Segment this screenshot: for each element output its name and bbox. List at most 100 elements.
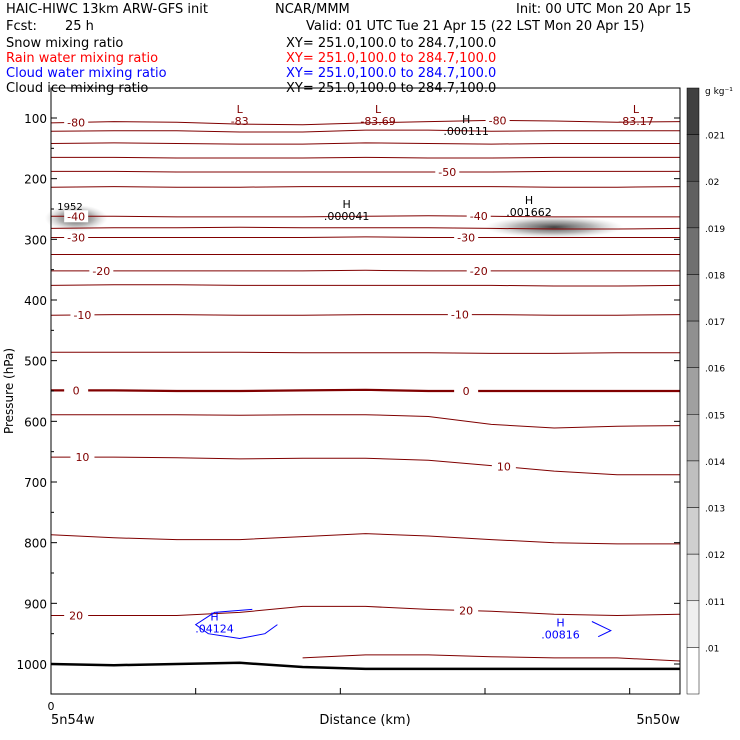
colorbar: .021 .02 .019 .018 .017 .016 .015 .014 .013 .012.… <box>686 87 725 695</box>
colorbar-label: .021 <box>705 132 725 142</box>
isotherm-line <box>302 654 681 662</box>
terrain-layer <box>50 661 680 671</box>
colorbar-segment <box>686 460 700 508</box>
colorbar-segment <box>686 600 700 648</box>
isotherm-line <box>51 170 680 173</box>
edge-value-label: 1952 <box>57 202 82 213</box>
isotherm-line <box>50 533 680 545</box>
isotherm-label-bg <box>454 231 479 244</box>
isotherm-line <box>51 269 680 272</box>
x-right-endpoint: 5n50w <box>636 713 680 728</box>
extremum-value: -83.69 <box>360 115 395 128</box>
isotherm-line <box>50 186 681 188</box>
isotherm-label-bg <box>447 308 472 321</box>
isotherm-label-bg <box>64 116 89 129</box>
colorbar-segment <box>686 647 700 695</box>
extremum-value: .000111 <box>443 125 489 138</box>
isotherm-label: -20 <box>92 265 110 278</box>
isotherm-line <box>51 456 680 476</box>
isotherm-layer <box>50 119 681 662</box>
isotherm-label-bg <box>454 604 479 617</box>
isotherm-label: -40 <box>67 210 85 223</box>
extremum-marker: H <box>525 194 533 207</box>
colorbar-segment <box>686 87 700 135</box>
isotherm-label-bg <box>70 308 95 321</box>
extremum-value: -83.17 <box>618 115 653 128</box>
cloud-water-contour <box>591 621 612 638</box>
y-tick-label: 600 <box>24 415 47 429</box>
label-layer: -80 -80 -50 -40 -40 -30 -30 -20 -20 -10 -10 0 0 10 10 2… <box>57 103 653 641</box>
isotherm-label: -10 <box>451 309 469 322</box>
isotherm-line <box>50 284 681 287</box>
isotherm-label: -10 <box>73 309 91 322</box>
colorbar-label: .02 <box>705 178 719 188</box>
isotherm-label-bg <box>89 264 114 277</box>
isotherm-label-bg <box>466 264 491 277</box>
colorbar-segment <box>686 134 700 182</box>
isotherm-label: 0 <box>463 385 470 398</box>
y-tick-label: 300 <box>24 233 47 247</box>
isotherm-label: -20 <box>470 265 488 278</box>
isotherm-label: -50 <box>438 166 456 179</box>
isotherm-line <box>50 314 681 316</box>
colorbar-segment <box>686 367 700 415</box>
colorbar-segment <box>686 553 700 602</box>
y-tick-label: 200 <box>24 173 47 187</box>
extremum-marker: H <box>462 113 470 126</box>
y-axis-title: Pressure (hPa) <box>2 348 16 434</box>
extremum-marker: L <box>375 103 382 116</box>
isotherm-line <box>51 388 680 393</box>
field-label-rain: Rain water mixing ratio <box>6 51 159 66</box>
isotherm-label-bg <box>454 385 479 397</box>
terrain-line <box>50 661 680 671</box>
colorbar-label: .013 <box>705 505 725 515</box>
isotherm-label: 10 <box>497 461 511 474</box>
colorbar-label: .018 <box>705 271 725 281</box>
x-left-endpoint: 5n54w <box>51 713 95 728</box>
colorbar-label: .017 <box>705 318 725 328</box>
colorbar-label: .012 <box>705 551 725 561</box>
isotherm-label: 0 <box>73 384 80 397</box>
isotherm-label: -80 <box>67 116 85 129</box>
extremum-value: .001662 <box>506 206 552 219</box>
colorbar-label: .014 <box>705 458 725 468</box>
y-tick-label: 900 <box>24 597 47 611</box>
forecast-hours: 25 h <box>65 19 94 34</box>
x-axis-title: Distance (km) <box>319 713 410 728</box>
y-tick-label: 400 <box>24 294 47 308</box>
colorbar-segment <box>686 320 700 368</box>
isotherm-line <box>51 414 681 429</box>
isotherm-line <box>51 215 680 218</box>
isotherm-line <box>51 351 680 354</box>
y-tick-label: 800 <box>24 537 47 551</box>
colorbar-segment <box>686 180 700 229</box>
field-xy-snow: XY= 251.0,100.0 to 284.7,100.0 <box>286 36 497 51</box>
y-tick-label: 500 <box>24 355 47 369</box>
field-xy-cloud-water: XY= 251.0,100.0 to 284.7,100.0 <box>286 66 497 81</box>
x-tick-label: 0 <box>48 700 55 713</box>
isotherm-label-bg <box>64 210 89 223</box>
shaded-patch <box>485 216 624 239</box>
colorbar-segment <box>686 227 700 275</box>
colorbar-label: .015 <box>705 411 725 421</box>
colorbar-label: .019 <box>705 225 725 235</box>
forecast-label: Fcst: <box>6 19 37 34</box>
y-tick-label: 700 <box>24 476 47 490</box>
isotherm-label-bg <box>491 460 516 473</box>
colorbar-segment <box>686 414 700 462</box>
isotherm-label-bg <box>485 114 510 127</box>
isotherm-label: -40 <box>470 210 488 223</box>
extremum-value: .000041 <box>324 210 370 223</box>
center-label: NCAR/MMM <box>275 2 350 17</box>
field-xy-rain: XY= 251.0,100.0 to 284.7,100.0 <box>286 51 497 66</box>
colorbar-label: .01 <box>705 644 719 654</box>
isotherm-label-bg <box>64 384 89 397</box>
init-time: Init: 00 UTC Mon 20 Apr 15 <box>516 2 692 17</box>
isotherm-label-bg <box>435 165 460 178</box>
isotherm-line <box>51 605 681 617</box>
isotherm-label-bg <box>64 231 89 244</box>
isotherm-label: -30 <box>67 232 85 245</box>
isotherm-line <box>50 142 680 145</box>
isotherm-line <box>51 236 680 238</box>
